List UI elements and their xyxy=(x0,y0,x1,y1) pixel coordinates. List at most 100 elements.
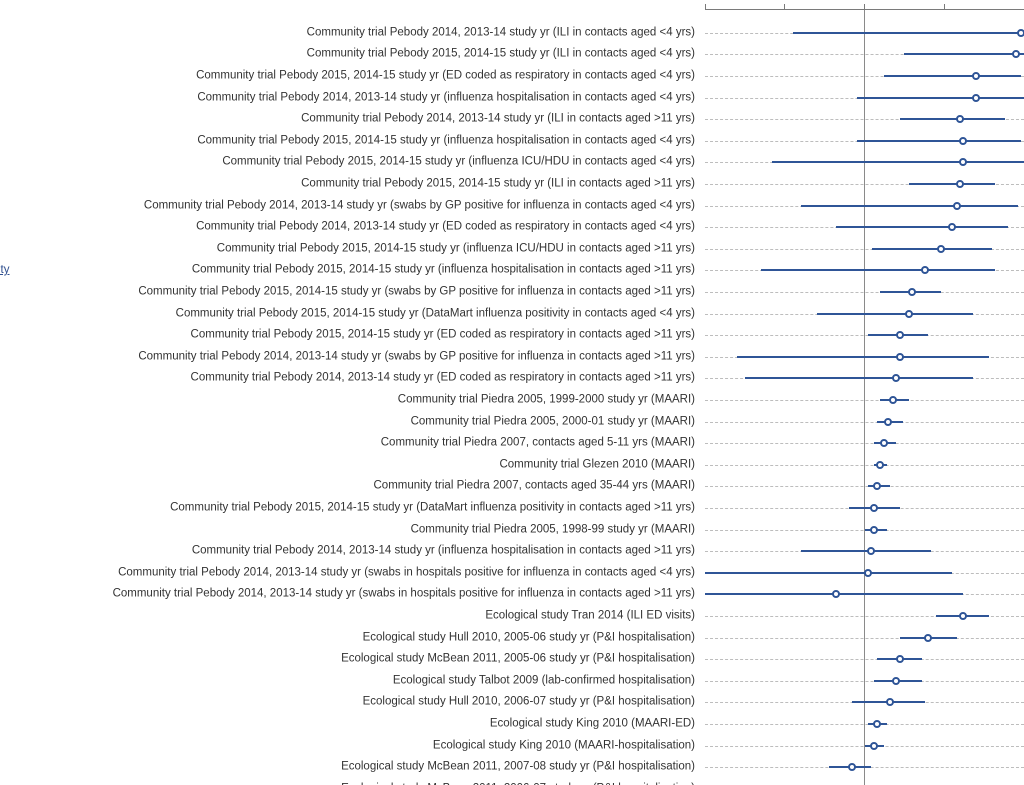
forest-row: Community trial Pebody 2014, 2013-14 stu… xyxy=(0,584,1024,606)
point-marker xyxy=(959,158,967,166)
row-separator xyxy=(705,422,1024,423)
point-marker xyxy=(848,763,856,771)
row-label: Community trial Pebody 2014, 2013-14 stu… xyxy=(138,351,695,363)
point-marker xyxy=(889,396,897,404)
axis-tick xyxy=(944,4,945,10)
axis-tick-label: -100% xyxy=(688,0,721,2)
point-marker xyxy=(953,202,961,210)
row-separator xyxy=(705,400,1024,401)
row-label: Ecological study McBean 2011, 2005-06 st… xyxy=(341,653,695,665)
axis-tick xyxy=(705,4,706,10)
row-label: Community trial Pebody 2015, 2014-15 stu… xyxy=(197,135,695,147)
point-marker xyxy=(876,461,884,469)
ci-line xyxy=(836,226,1008,228)
ci-line xyxy=(904,53,1024,55)
ci-line xyxy=(772,161,1024,163)
row-label: Community trial Pebody 2015, 2014-15 stu… xyxy=(176,308,695,320)
row-label: Ecological study Talbot 2009 (lab-confir… xyxy=(393,675,695,687)
row-separator xyxy=(705,638,1024,639)
row-separator xyxy=(705,335,1024,336)
forest-row: Ecological study McBean 2011, 2005-06 st… xyxy=(0,648,1024,670)
row-separator xyxy=(705,724,1024,725)
forest-row: Community trial Pebody 2014, 2013-14 stu… xyxy=(0,346,1024,368)
point-marker xyxy=(896,331,904,339)
row-label: Community trial Pebody 2014, 2013-14 stu… xyxy=(118,567,695,579)
row-label: Community trial Pebody 2015, 2014-15 stu… xyxy=(222,157,695,169)
axis-tick-label: 100% xyxy=(1009,0,1024,2)
forest-row: Community trial Pebody 2014, 2013-14 stu… xyxy=(0,216,1024,238)
ci-line xyxy=(793,32,1024,34)
ci-line xyxy=(737,356,989,358)
row-label: Community trial Pebody 2015, 2014-15 stu… xyxy=(138,286,695,298)
forest-row: Ecological study Hull 2010, 2006-07 stud… xyxy=(0,692,1024,714)
forest-row: Community trial Glezen 2010 (MAARI) xyxy=(0,454,1024,476)
point-marker xyxy=(1017,29,1024,37)
forest-row: Community trial Piedra 2007, contacts ag… xyxy=(0,432,1024,454)
ci-line xyxy=(884,75,1021,77)
point-marker xyxy=(892,374,900,382)
forest-row: Community trial Pebody 2015, 2014-15 stu… xyxy=(0,238,1024,260)
point-marker xyxy=(956,115,964,123)
forest-row: Ecological study Talbot 2009 (lab-confir… xyxy=(0,670,1024,692)
forest-plot: -100%-50%0%50%100%Community trial Pebody… xyxy=(0,0,1024,785)
ci-line xyxy=(801,205,1018,207)
point-marker xyxy=(924,634,932,642)
row-label: Community trial Pebody 2015, 2014-15 stu… xyxy=(217,243,695,255)
row-label: Community trial Pebody 2014, 2013-14 stu… xyxy=(144,200,695,212)
ci-line xyxy=(872,248,992,250)
point-marker xyxy=(959,612,967,620)
forest-row: Community trial Piedra 2005, 1998-99 stu… xyxy=(0,519,1024,541)
ci-line xyxy=(817,313,973,315)
forest-row: Community trial Pebody 2015, 2014-15 stu… xyxy=(0,303,1024,325)
forest-row: Community trial Pebody 2014, 2013-14 stu… xyxy=(0,22,1024,44)
row-label: Community trial Pebody 2014, 2013-14 stu… xyxy=(307,27,695,39)
point-marker xyxy=(873,720,881,728)
row-label: Ecological study McBean 2011, 2007-08 st… xyxy=(341,761,695,773)
ci-line xyxy=(857,97,1024,99)
point-marker xyxy=(832,590,840,598)
point-marker xyxy=(959,137,967,145)
ci-line xyxy=(705,572,952,574)
point-marker xyxy=(896,655,904,663)
forest-row: Ecological study McBean 2011, 2007-08 st… xyxy=(0,756,1024,778)
row-separator xyxy=(705,292,1024,293)
forest-row: Community trial Pebody 2015, 2014-15 stu… xyxy=(0,173,1024,195)
axis-tick-label: 50% xyxy=(933,0,956,2)
row-label: Community trial Piedra 2005, 1998-99 stu… xyxy=(411,524,695,536)
forest-row: Ecological study Tran 2014 (ILI ED visit… xyxy=(0,605,1024,627)
row-label: Community trial Pebody 2015, 2014-15 stu… xyxy=(301,178,695,190)
forest-row: Ecological study Hull 2010, 2005-06 stud… xyxy=(0,627,1024,649)
row-label: Ecological study King 2010 (MAARI-hospit… xyxy=(433,740,695,752)
point-marker xyxy=(1012,50,1020,58)
axis-tick-label: 0% xyxy=(856,0,873,2)
forest-row: Community trial Pebody 2015, 2014-15 stu… xyxy=(0,260,1024,282)
point-marker xyxy=(972,94,980,102)
row-label: Ecological study King 2010 (MAARI-ED) xyxy=(490,718,695,730)
point-marker xyxy=(972,72,980,80)
forest-row: Community trial Piedra 2005, 1999-2000 s… xyxy=(0,389,1024,411)
ci-line xyxy=(857,140,1021,142)
forest-row: Ecological study McBean 2011, 2006-07 st… xyxy=(0,778,1024,785)
row-label: Community trial Pebody 2014, 2013-14 stu… xyxy=(191,373,695,385)
point-marker xyxy=(937,245,945,253)
row-label: Community trial Glezen 2010 (MAARI) xyxy=(499,459,695,471)
row-label: Community trial Pebody 2015, 2014-15 stu… xyxy=(196,70,695,82)
forest-row: Community trial Pebody 2015, 2014-15 stu… xyxy=(0,497,1024,519)
forest-row: Community trial Piedra 2005, 2000-01 stu… xyxy=(0,411,1024,433)
row-separator xyxy=(705,486,1024,487)
row-label: Community trial Pebody 2014, 2013-14 stu… xyxy=(197,92,695,104)
row-label: Community trial Pebody 2014, 2013-14 stu… xyxy=(113,589,695,601)
row-label: Community trial Pebody 2015, 2014-15 stu… xyxy=(170,502,695,514)
point-marker xyxy=(870,504,878,512)
point-marker xyxy=(908,288,916,296)
point-marker xyxy=(896,353,904,361)
point-marker xyxy=(921,266,929,274)
ci-line xyxy=(909,183,995,185)
row-separator xyxy=(705,465,1024,466)
point-marker xyxy=(892,677,900,685)
forest-row: Community trial Pebody 2014, 2013-14 stu… xyxy=(0,368,1024,390)
row-label: Community trial Piedra 2007, contacts ag… xyxy=(381,437,695,449)
ci-line xyxy=(745,377,973,379)
section-label: ity xyxy=(0,264,10,276)
forest-row: Community trial Pebody 2014, 2013-14 stu… xyxy=(0,195,1024,217)
